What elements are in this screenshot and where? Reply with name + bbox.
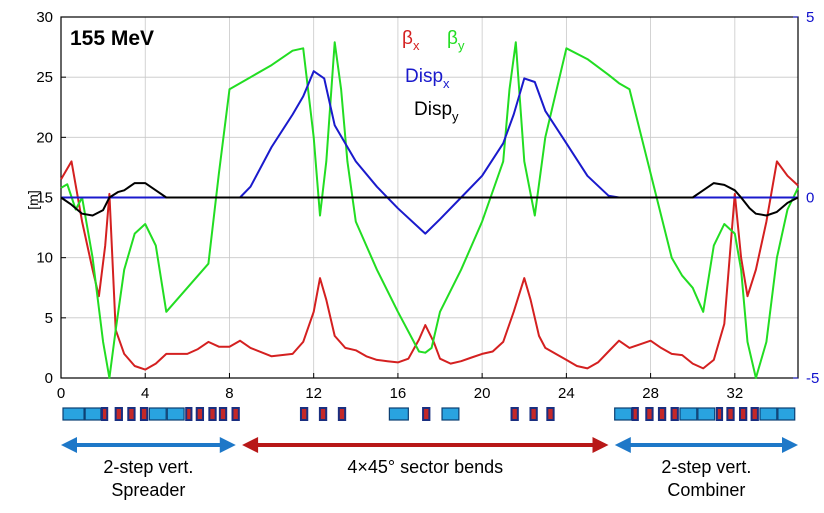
quadrupole-magnet — [715, 407, 724, 421]
dipole-magnet — [614, 407, 633, 421]
y-axis-right: 5 0 -5 — [793, 9, 819, 387]
magnet-lattice — [62, 407, 796, 421]
y2-tick-label: 5 — [806, 9, 814, 26]
legend-entry-βx: βx — [402, 28, 420, 53]
quadrupole-magnet — [631, 407, 639, 421]
quadrupole-magnet — [657, 407, 667, 421]
section-arrow-head-right — [592, 437, 609, 453]
y2-tick-label: 0 — [806, 190, 814, 207]
quadrupole-magnet — [738, 407, 748, 421]
dipole-magnet — [166, 407, 185, 421]
legend-subscript: x — [443, 76, 450, 91]
dipole-magnet — [62, 407, 85, 421]
section-label-line1: 4×45° sector bends — [347, 457, 504, 477]
legend-main: Disp — [405, 66, 443, 87]
x-tick-label: 8 — [225, 385, 233, 402]
dipole-magnet — [697, 407, 716, 421]
section-label-line2: Spreader — [111, 480, 186, 500]
section-arrow-head-right — [219, 437, 236, 453]
y-tick-label: 25 — [36, 69, 53, 86]
dipole-magnet — [148, 407, 167, 421]
legend-entry-dispy: Dispy — [414, 99, 459, 124]
section-arrows — [61, 437, 798, 453]
series-line-dispy — [60, 182, 799, 217]
y-tick-label: 30 — [36, 9, 53, 26]
dipole-magnet — [388, 407, 409, 421]
quadrupole-magnet — [529, 407, 538, 421]
quadrupole-magnet — [114, 407, 123, 421]
dipole-magnet — [759, 407, 778, 421]
quadrupole-magnet — [318, 407, 328, 421]
legend-main: Disp — [414, 99, 452, 120]
y-tick-label: 10 — [36, 250, 53, 267]
dipole-magnet — [441, 407, 460, 421]
x-tick-label: 32 — [726, 385, 743, 402]
quadrupole-magnet — [670, 407, 679, 421]
legend-main: β — [447, 28, 458, 49]
x-tick-label: 16 — [390, 385, 407, 402]
x-tick-label: 4 — [141, 385, 149, 402]
quadrupole-magnet — [299, 407, 309, 421]
section-arrow-head-right — [782, 437, 798, 453]
dipole-magnet — [84, 407, 102, 421]
quadrupole-magnet — [546, 407, 555, 421]
quadrupole-magnet — [195, 407, 205, 421]
y-tick-label: 15 — [36, 190, 53, 207]
series-line-dispx — [61, 70, 798, 235]
legend-subscript: y — [458, 38, 465, 53]
quadrupole-magnet — [139, 407, 149, 421]
quadrupole-magnet — [337, 407, 347, 421]
quadrupole-magnet — [218, 407, 228, 421]
quadrupole-magnet — [100, 407, 109, 421]
dipole-magnet — [777, 407, 796, 421]
x-tick-label: 12 — [305, 385, 322, 402]
section-arrow-head-left — [614, 437, 631, 453]
section-arrow-head-left — [61, 437, 77, 453]
section-arrow-head-left — [242, 437, 259, 453]
section-label-line1: 2-step vert. — [661, 457, 752, 477]
chart-title: 155 MeV — [70, 27, 154, 50]
quadrupole-magnet — [750, 407, 759, 421]
legend-subscript: y — [452, 109, 459, 124]
x-axis: 0 4 8 12 16 20 24 28 32 — [57, 373, 743, 402]
x-tick-label: 20 — [474, 385, 491, 402]
quadrupole-magnet — [422, 407, 431, 421]
quadrupole-magnet — [645, 407, 654, 421]
legend-subscript: x — [413, 38, 420, 53]
y-axis-left: 0 5 10 15 20 25 30 — [36, 9, 66, 387]
series-line-βx — [60, 160, 799, 371]
legend-main: β — [402, 28, 413, 49]
section-label: 4×45° sector bends — [242, 456, 608, 479]
quadrupole-magnet — [510, 407, 519, 421]
quadrupole-magnet — [127, 407, 136, 421]
quadrupole-magnet — [208, 407, 217, 421]
legend-entry-dispx: Dispx — [405, 66, 450, 91]
legend-entry-βy: βy — [447, 28, 465, 53]
quadrupole-magnet — [185, 407, 193, 421]
section-label: 2-step vert. Combiner — [615, 456, 798, 502]
y-tick-label: 20 — [36, 129, 53, 146]
y-tick-label: 0 — [45, 370, 53, 387]
y-axis-label: [m] — [25, 190, 41, 209]
x-tick-label: 0 — [57, 385, 65, 402]
quadrupole-magnet — [231, 407, 240, 421]
section-label: 2-step vert. Spreader — [61, 456, 236, 502]
y2-tick-label: -5 — [806, 370, 819, 387]
y-tick-label: 5 — [45, 310, 53, 327]
section-label-line2: Combiner — [667, 480, 746, 500]
dipole-magnet — [679, 407, 698, 421]
series-line-βy — [60, 41, 799, 379]
x-tick-label: 24 — [558, 385, 575, 402]
series-group — [60, 41, 799, 379]
x-tick-label: 28 — [642, 385, 659, 402]
quadrupole-magnet — [726, 407, 735, 421]
section-label-line1: 2-step vert. — [103, 457, 194, 477]
